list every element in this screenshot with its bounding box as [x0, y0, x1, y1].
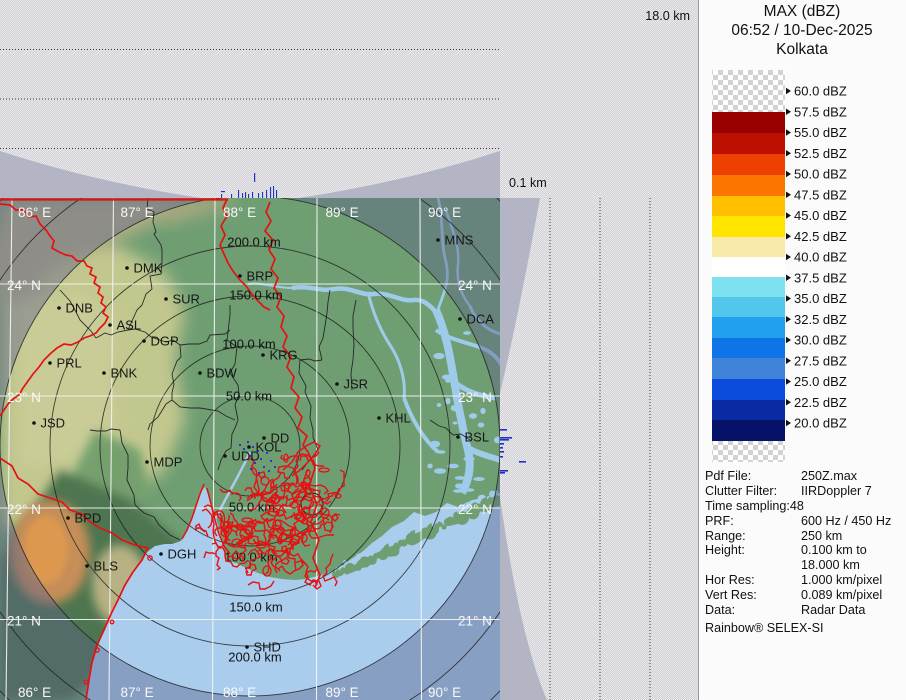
svg-text:DGH: DGH [168, 547, 197, 562]
svg-text:DD: DD [271, 431, 290, 446]
svg-text:30.0 dBZ: 30.0 dBZ [794, 333, 847, 348]
svg-text:60.0 dBZ: 60.0 dBZ [794, 84, 847, 99]
svg-text:24° N: 24° N [7, 278, 41, 293]
svg-text:32.5 dBZ: 32.5 dBZ [794, 312, 847, 327]
svg-text:57.5 dBZ: 57.5 dBZ [794, 104, 847, 119]
svg-text:55.0 dBZ: 55.0 dBZ [794, 125, 847, 140]
svg-text:UDD: UDD [232, 449, 260, 464]
svg-text:52.5 dBZ: 52.5 dBZ [794, 146, 847, 161]
svg-text:22° N: 22° N [7, 502, 41, 517]
svg-text:89° E: 89° E [326, 205, 359, 220]
svg-text:23° N: 23° N [7, 390, 41, 405]
svg-text:PRL: PRL [57, 356, 82, 371]
svg-text:DMK: DMK [134, 261, 163, 276]
svg-text:BSL: BSL [465, 430, 490, 445]
svg-text:27.5 dBZ: 27.5 dBZ [794, 353, 847, 368]
svg-text:100.0 km: 100.0 km [222, 337, 275, 352]
svg-text:40.0 dBZ: 40.0 dBZ [794, 250, 847, 265]
svg-text:150.0 km: 150.0 km [229, 288, 282, 303]
svg-text:24° N: 24° N [458, 278, 492, 293]
svg-text:88° E: 88° E [223, 685, 256, 700]
svg-text:JSD: JSD [41, 416, 66, 431]
svg-text:42.5 dBZ: 42.5 dBZ [794, 229, 847, 244]
svg-text:KHL: KHL [386, 411, 411, 426]
svg-text:87° E: 87° E [121, 205, 154, 220]
svg-text:45.0 dBZ: 45.0 dBZ [794, 208, 847, 223]
svg-text:47.5 dBZ: 47.5 dBZ [794, 187, 847, 202]
svg-text:50.0 km: 50.0 km [229, 500, 275, 515]
svg-text:DNB: DNB [66, 301, 93, 316]
svg-text:20.0 dBZ: 20.0 dBZ [794, 416, 847, 431]
svg-text:JSR: JSR [344, 377, 369, 392]
svg-text:KRG: KRG [270, 348, 298, 363]
svg-text:86° E: 86° E [18, 205, 51, 220]
svg-text:200.0 km: 200.0 km [228, 650, 281, 665]
svg-text:22.5 dBZ: 22.5 dBZ [794, 395, 847, 410]
svg-text:BRP: BRP [247, 269, 274, 284]
svg-text:35.0 dBZ: 35.0 dBZ [794, 291, 847, 306]
svg-text:86° E: 86° E [18, 685, 51, 700]
svg-text:22° N: 22° N [458, 502, 492, 517]
svg-text:200.0 km: 200.0 km [227, 235, 280, 250]
svg-text:KOL: KOL [256, 440, 282, 455]
svg-text:50.0 dBZ: 50.0 dBZ [794, 167, 847, 182]
svg-text:150.0 km: 150.0 km [229, 600, 282, 615]
svg-text:BPD: BPD [75, 511, 102, 526]
svg-text:23° N: 23° N [458, 390, 492, 405]
svg-text:DGP: DGP [151, 334, 179, 349]
svg-text:87° E: 87° E [121, 685, 154, 700]
svg-text:50.0 km: 50.0 km [226, 389, 272, 404]
svg-text:88° E: 88° E [223, 205, 256, 220]
svg-text:SUR: SUR [173, 292, 200, 307]
svg-text:37.5 dBZ: 37.5 dBZ [794, 270, 847, 285]
svg-text:BLS: BLS [94, 559, 119, 574]
svg-text:MDP: MDP [154, 455, 183, 470]
svg-text:MNS: MNS [445, 233, 474, 248]
svg-text:21° N: 21° N [458, 614, 492, 629]
svg-text:89° E: 89° E [326, 685, 359, 700]
svg-text:SHD: SHD [254, 640, 281, 655]
svg-text:21° N: 21° N [7, 614, 41, 629]
svg-text:ASL: ASL [117, 318, 142, 333]
svg-text:BNK: BNK [111, 366, 138, 381]
svg-text:25.0 dBZ: 25.0 dBZ [794, 374, 847, 389]
svg-text:90° E: 90° E [428, 685, 461, 700]
svg-text:BDW: BDW [207, 366, 238, 381]
svg-text:90° E: 90° E [428, 205, 461, 220]
svg-text:DCA: DCA [467, 312, 495, 327]
